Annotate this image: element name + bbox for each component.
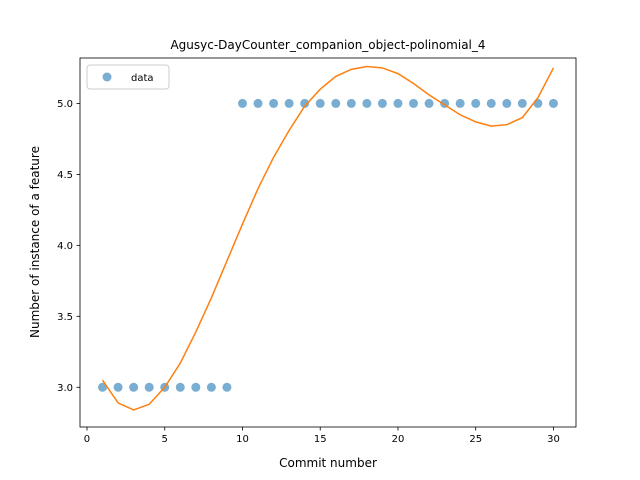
- data-point: [393, 98, 403, 108]
- data-point: [300, 98, 310, 108]
- data-point: [269, 98, 279, 108]
- data-point: [486, 98, 496, 108]
- x-tick-label: 0: [84, 434, 90, 445]
- data-point: [253, 98, 263, 108]
- data-point: [409, 98, 419, 108]
- y-tick-label: 3.5: [57, 312, 73, 323]
- data-point: [113, 382, 123, 392]
- legend-label-data: data: [131, 73, 154, 84]
- y-tick-label: 3.0: [57, 383, 73, 394]
- data-point: [455, 98, 465, 108]
- y-tick-label: 4.0: [57, 241, 73, 252]
- data-point: [346, 98, 356, 108]
- data-point: [98, 382, 108, 392]
- data-point: [222, 382, 232, 392]
- legend-box: [86, 64, 170, 90]
- data-point: [175, 382, 185, 392]
- x-tick-label: 15: [314, 434, 327, 445]
- data-point: [315, 98, 325, 108]
- x-tick-label: 20: [392, 434, 405, 445]
- x-tick-label: 5: [162, 434, 168, 445]
- data-point: [517, 98, 527, 108]
- x-tick-label: 25: [469, 434, 482, 445]
- data-point: [144, 382, 154, 392]
- data-point: [362, 98, 372, 108]
- data-point: [377, 98, 387, 108]
- chart-marks: [98, 65, 558, 411]
- data-point: [533, 98, 543, 108]
- y-tick-label: 5.0: [57, 99, 73, 110]
- y-axis-title: Number of instance of a feature: [28, 146, 42, 338]
- x-tick-label: 30: [547, 434, 560, 445]
- data-point: [237, 98, 247, 108]
- data-point: [331, 98, 341, 108]
- y-tick-label: 4.5: [57, 170, 73, 181]
- x-tick-label: 10: [236, 434, 249, 445]
- data-point: [129, 382, 139, 392]
- data-point: [206, 382, 216, 392]
- data-point: [424, 98, 434, 108]
- plot-area: [80, 58, 576, 427]
- legend: data: [86, 64, 170, 90]
- legend-marker-data: [102, 72, 112, 82]
- data-point: [502, 98, 512, 108]
- plot-frame: [79, 57, 577, 428]
- chart-title: Agusyc-DayCounter_companion_object-polin…: [170, 38, 485, 52]
- data-point: [471, 98, 481, 108]
- axis-ticks: 0 5 10 15 20 25 30 3.0 3.5 4.0 4.5 5.0: [57, 99, 560, 445]
- data-point: [548, 98, 558, 108]
- data-point: [284, 98, 294, 108]
- data-point: [191, 382, 201, 392]
- x-axis-title: Commit number: [279, 456, 377, 470]
- fit-line: [101, 65, 555, 411]
